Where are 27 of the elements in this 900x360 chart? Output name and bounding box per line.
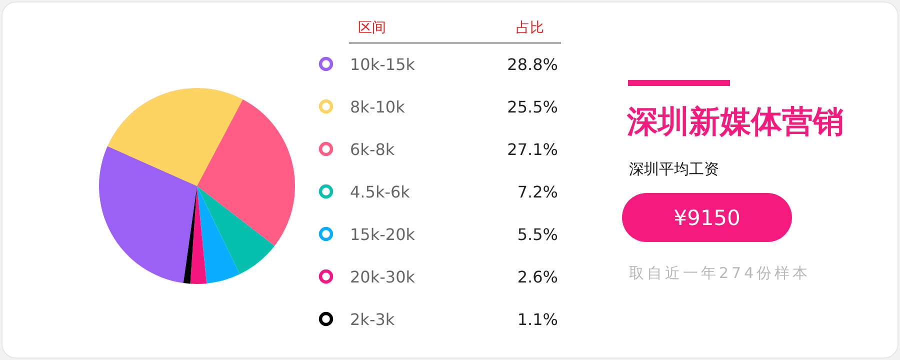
legend-label: 15k-20k: [350, 225, 416, 244]
pie-slice: [197, 99, 295, 246]
pie-slice: [99, 146, 197, 284]
legend-label: 20k-30k: [350, 268, 416, 286]
pie-slice: [197, 186, 275, 274]
legend-label: 10k-15k: [350, 55, 416, 74]
data-label: 27.1%: [507, 140, 558, 159]
text: 深圳新媒体营销: [626, 104, 844, 140]
legend-label: 6k-8k: [350, 140, 396, 159]
data-label: 2.6%: [517, 268, 558, 286]
data-label: 5.5%: [517, 225, 558, 244]
data-label: 7.2%: [517, 182, 558, 202]
text: 取自近一年274份样本: [629, 264, 811, 282]
data-label: 28.8%: [507, 55, 558, 74]
legend-label: 8k-10k: [350, 98, 406, 116]
pie-slice: [190, 186, 207, 284]
legend-label: 2k-3k: [350, 310, 396, 329]
text: 深圳平均工资: [629, 160, 719, 178]
pie-slice: [183, 186, 197, 284]
legend-label: 4.5k-6k: [350, 182, 411, 202]
pie-slice: [107, 88, 243, 186]
legend-title: 区间: [358, 20, 386, 36]
data-label: 1.1%: [517, 310, 558, 329]
text: ¥9150: [674, 206, 740, 230]
text: 占比: [516, 20, 544, 36]
data-label: 25.5%: [507, 98, 558, 116]
pie-slice: [197, 186, 240, 284]
